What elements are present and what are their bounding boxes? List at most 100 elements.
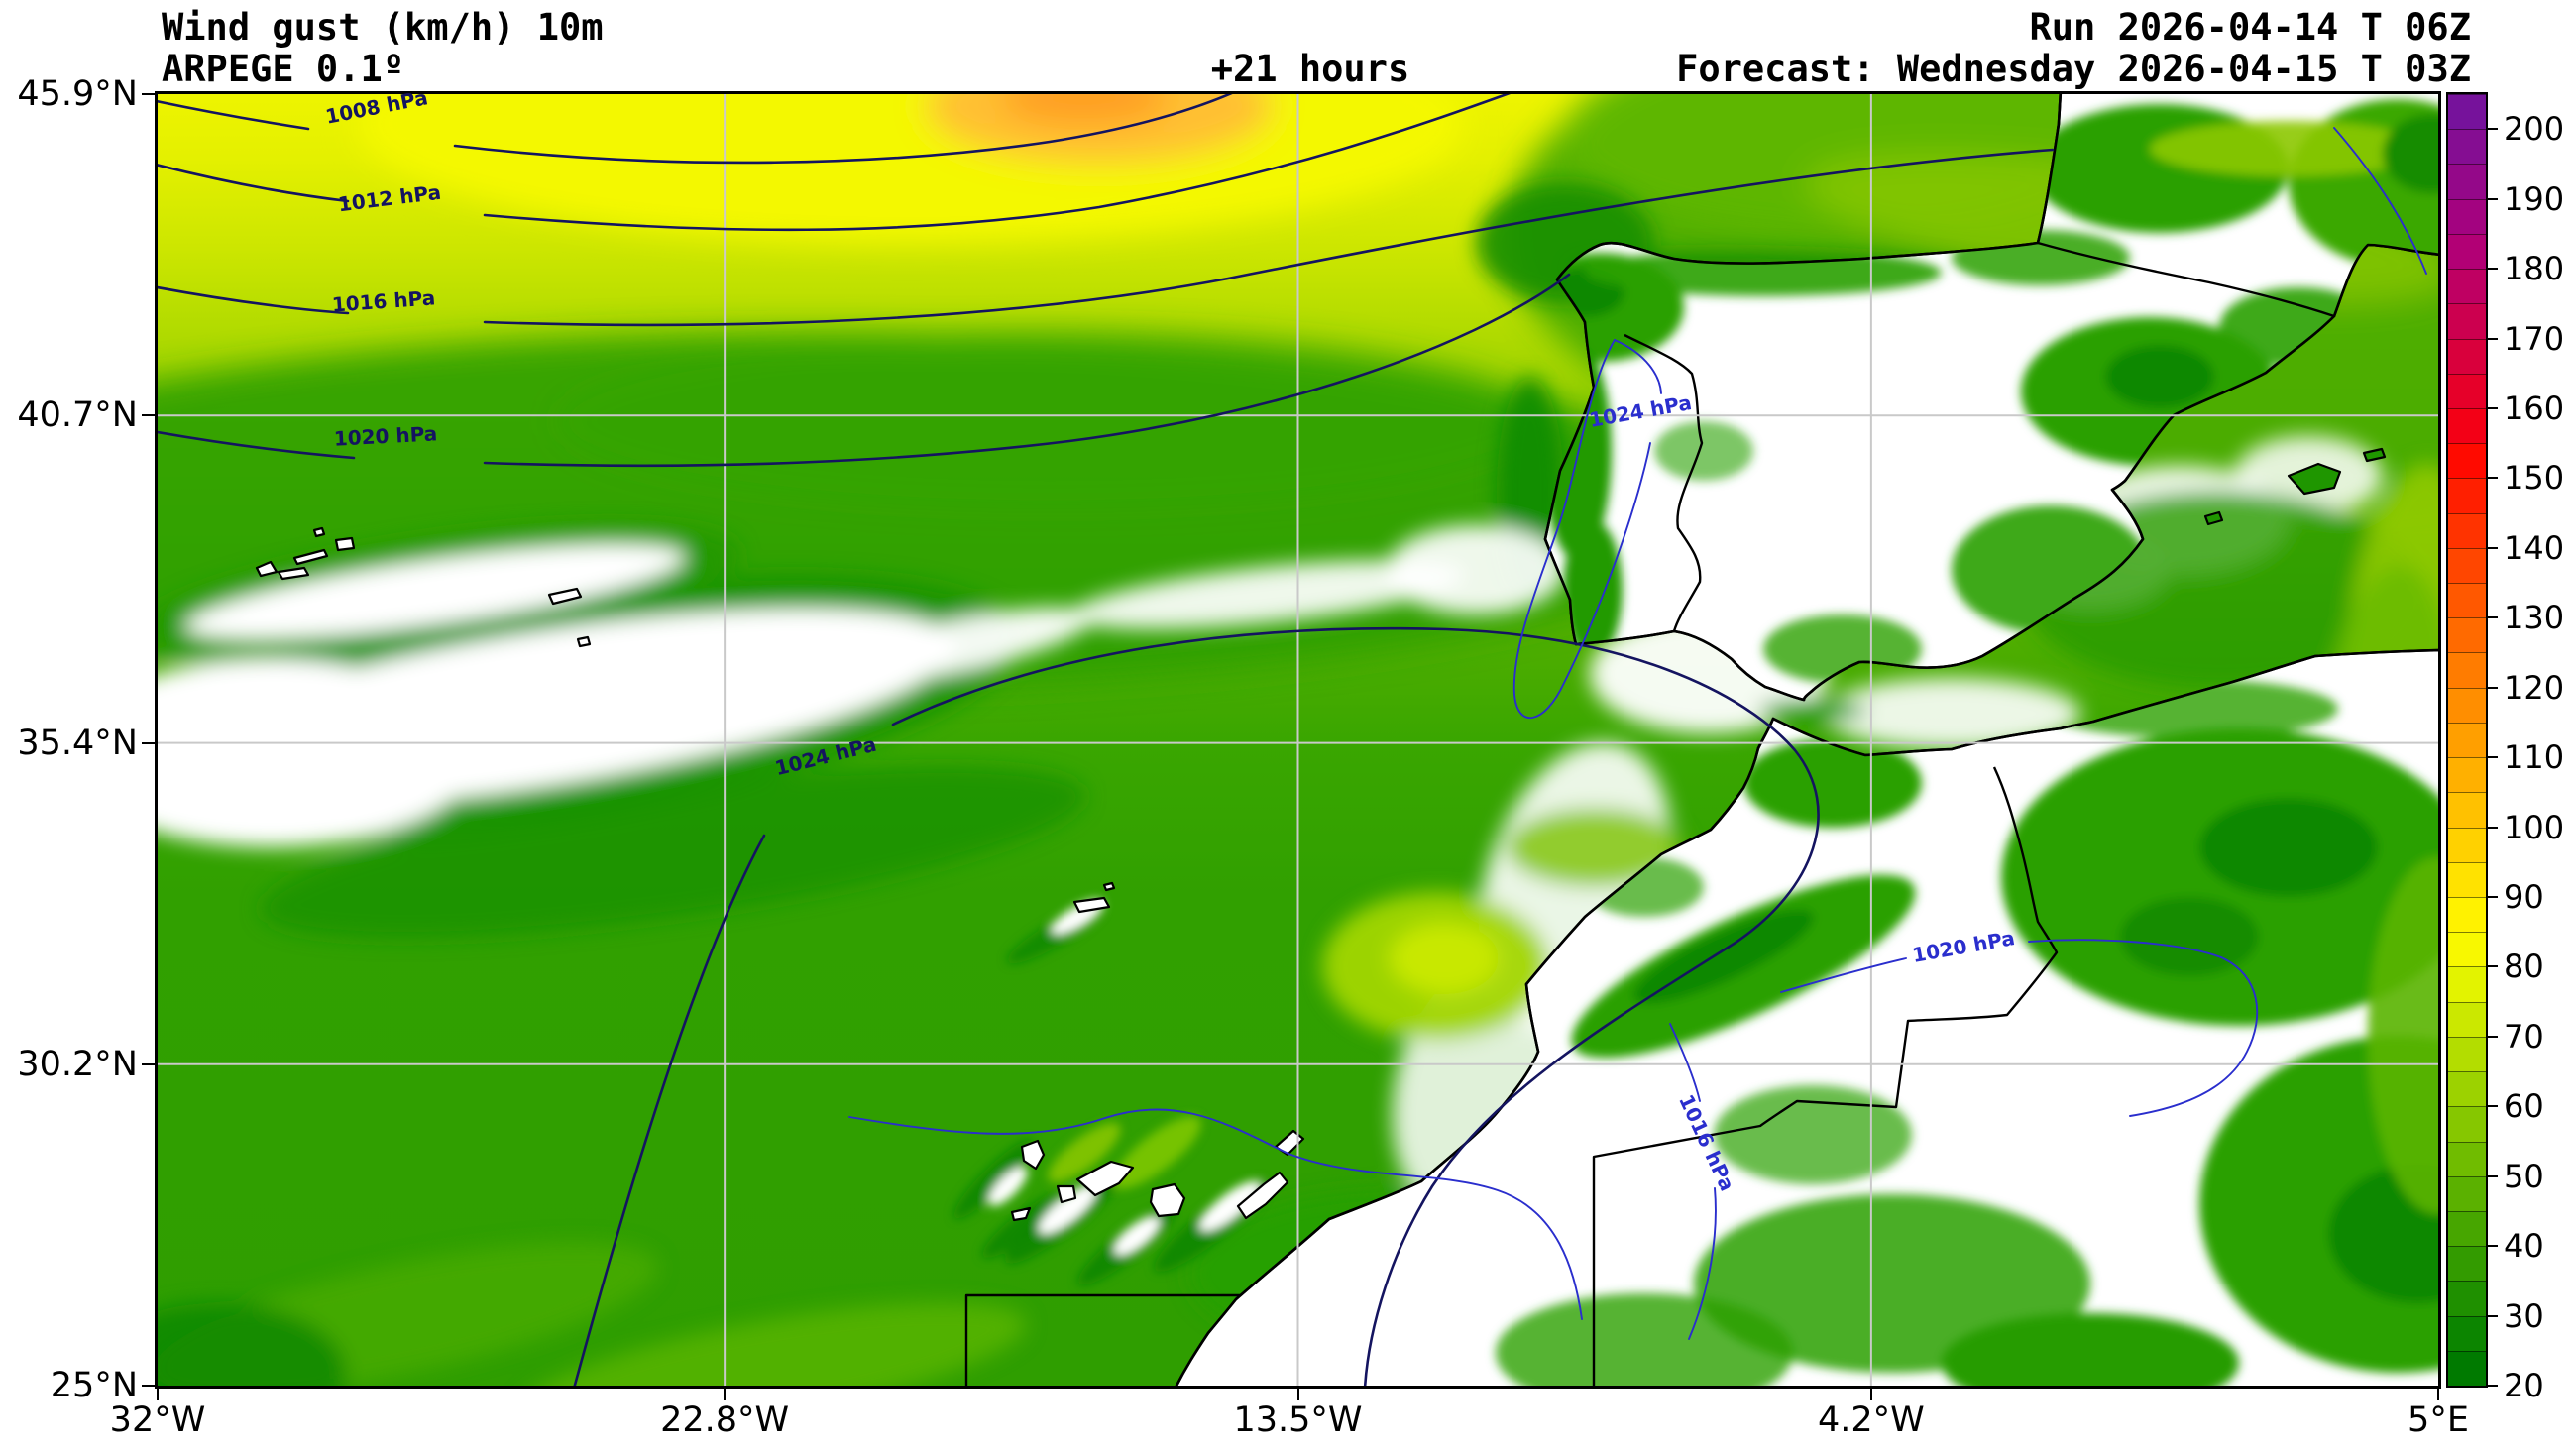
isobar-label: 1016 hPa bbox=[1674, 1090, 1739, 1195]
colorbar-segment bbox=[2448, 1210, 2486, 1247]
colorbar-segment bbox=[2448, 1350, 2486, 1386]
colorbar-segment bbox=[2448, 407, 2486, 444]
colorbar-tick-label: 40 bbox=[2504, 1227, 2544, 1266]
colorbar-tick-mark bbox=[2486, 1035, 2498, 1038]
y-tick-mark bbox=[142, 93, 155, 95]
x-tick-mark bbox=[1869, 1388, 1872, 1400]
y-tick-mark bbox=[142, 741, 155, 744]
colorbar-segment bbox=[2448, 233, 2486, 270]
x-tick-label: 32°W bbox=[109, 1400, 206, 1440]
colorbar-segment bbox=[2448, 478, 2486, 513]
colorbar-segment bbox=[2448, 792, 2486, 828]
x-tick-label: 13.5°W bbox=[1233, 1400, 1363, 1440]
isobar-label: 1024 hPa bbox=[772, 731, 879, 781]
isobar-contours-thin bbox=[848, 127, 2427, 1340]
colorbar-segment bbox=[2448, 373, 2486, 408]
colorbar-tick-mark bbox=[2486, 756, 2498, 759]
colorbar-segment bbox=[2448, 1106, 2486, 1142]
colorbar-segment bbox=[2448, 1141, 2486, 1176]
colorbar-segment bbox=[2448, 932, 2486, 967]
colorbar-segment bbox=[2448, 827, 2486, 862]
colorbar-tick-label: 60 bbox=[2504, 1087, 2544, 1126]
colorbar-segment bbox=[2448, 966, 2486, 1002]
colorbar-tick-mark bbox=[2486, 546, 2498, 549]
colorbar-tick-mark bbox=[2486, 128, 2498, 131]
colorbar-tick-label: 100 bbox=[2504, 808, 2565, 846]
page-title: Wind gust (km/h) 10m bbox=[162, 6, 604, 49]
forecast-label: Forecast: Wednesday 2026-04-15 T 03Z bbox=[1676, 48, 2471, 90]
colorbar-segment bbox=[2448, 512, 2486, 548]
isobar-label: 1016 hPa bbox=[331, 285, 436, 317]
isobar-contours-main bbox=[158, 94, 2055, 1386]
colorbar-segment bbox=[2448, 94, 2486, 130]
colorbar-tick-mark bbox=[2486, 268, 2498, 271]
colorbar-tick-mark bbox=[2486, 337, 2498, 340]
run-label: Run 2026-04-14 T 06Z bbox=[2029, 6, 2471, 49]
model-label: ARPEGE 0.1º bbox=[162, 48, 405, 90]
colorbar-segment bbox=[2448, 861, 2486, 897]
colorbar-tick-label: 70 bbox=[2504, 1017, 2544, 1056]
island-wakes bbox=[953, 899, 1269, 1285]
colorbar-tick-mark bbox=[2486, 477, 2498, 480]
x-tick-label: 4.2°W bbox=[1817, 1400, 1925, 1440]
colorbar-tick-label: 130 bbox=[2504, 599, 2565, 637]
colorbar-segment bbox=[2448, 164, 2486, 199]
y-tick-label: 45.9°N bbox=[17, 74, 138, 114]
islands bbox=[255, 447, 2387, 1222]
colorbar-tick-mark bbox=[2486, 965, 2498, 968]
colorbar-tick-mark bbox=[2486, 826, 2498, 829]
colorbar-tick-mark bbox=[2486, 895, 2498, 898]
colorbar-segment bbox=[2448, 1175, 2486, 1211]
country-borders bbox=[964, 241, 2335, 1386]
isobar-label: 1012 hPa bbox=[336, 179, 443, 217]
colorbar-tick-mark bbox=[2486, 1174, 2498, 1177]
y-tick-label: 40.7°N bbox=[17, 395, 138, 436]
colorbar-tick-mark bbox=[2486, 1245, 2498, 1248]
x-tick-mark bbox=[157, 1388, 159, 1400]
colorbar-segment bbox=[2448, 722, 2486, 758]
colorbar-segment bbox=[2448, 269, 2486, 304]
y-tick-label: 25°N bbox=[50, 1366, 138, 1405]
colorbar-tick-label: 200 bbox=[2504, 110, 2565, 149]
colorbar-segment bbox=[2448, 443, 2486, 479]
colorbar-tick-mark bbox=[2486, 616, 2498, 619]
colorbar-segment bbox=[2448, 198, 2486, 234]
x-tick-mark bbox=[1296, 1388, 1299, 1400]
y-tick-label: 30.2°N bbox=[17, 1044, 138, 1084]
colorbar-segment bbox=[2448, 1036, 2486, 1072]
colorbar-segment bbox=[2448, 303, 2486, 339]
colorbar-tick-label: 170 bbox=[2504, 319, 2565, 358]
isobar-label: 1024 hPa bbox=[1587, 391, 1694, 432]
isobar-label: 1020 hPa bbox=[333, 421, 438, 451]
colorbar-tick-mark bbox=[2486, 406, 2498, 409]
colorbar-segment bbox=[2448, 583, 2486, 618]
colorbar-tick-label: 150 bbox=[2504, 459, 2565, 498]
colorbar-tick-label: 140 bbox=[2504, 528, 2565, 567]
colorbar-segment bbox=[2448, 1001, 2486, 1037]
colorbar-segment bbox=[2448, 757, 2486, 793]
y-tick-mark bbox=[142, 414, 155, 417]
x-tick-label: 22.8°W bbox=[660, 1400, 790, 1440]
colorbar-tick-label: 190 bbox=[2504, 179, 2565, 218]
colorbar-tick-label: 160 bbox=[2504, 389, 2565, 427]
colorbar-tick-mark bbox=[2486, 197, 2498, 200]
grid-layer bbox=[158, 94, 2438, 1386]
isobar-labels-layer: 1008 hPa 1012 hPa 1016 hPa 1020 hPa 1024 hPa… bbox=[158, 85, 2438, 1386]
map-canvas bbox=[158, 94, 2438, 1386]
colorbar-tick-label: 50 bbox=[2504, 1157, 2544, 1195]
colorbar-tick-label: 30 bbox=[2504, 1296, 2544, 1335]
colorbar-segment bbox=[2448, 1281, 2486, 1316]
colorbar-tick-mark bbox=[2486, 1385, 2498, 1387]
y-tick-label: 35.4°N bbox=[17, 723, 138, 763]
y-tick-mark bbox=[142, 1062, 155, 1065]
colorbar-segment bbox=[2448, 1315, 2486, 1351]
colorbar-tick-label: 120 bbox=[2504, 668, 2565, 707]
x-tick-mark bbox=[2437, 1388, 2439, 1400]
colorbar-segment bbox=[2448, 129, 2486, 165]
y-tick-mark bbox=[142, 1385, 155, 1387]
colorbar-segment bbox=[2448, 1071, 2486, 1107]
colorbar-tick-mark bbox=[2486, 1105, 2498, 1108]
x-tick-label: 5°E bbox=[2408, 1400, 2469, 1440]
map-plot-area: 1008 hPa 1012 hPa 1016 hPa 1020 hPa 1024 hPa… bbox=[155, 85, 2441, 1389]
